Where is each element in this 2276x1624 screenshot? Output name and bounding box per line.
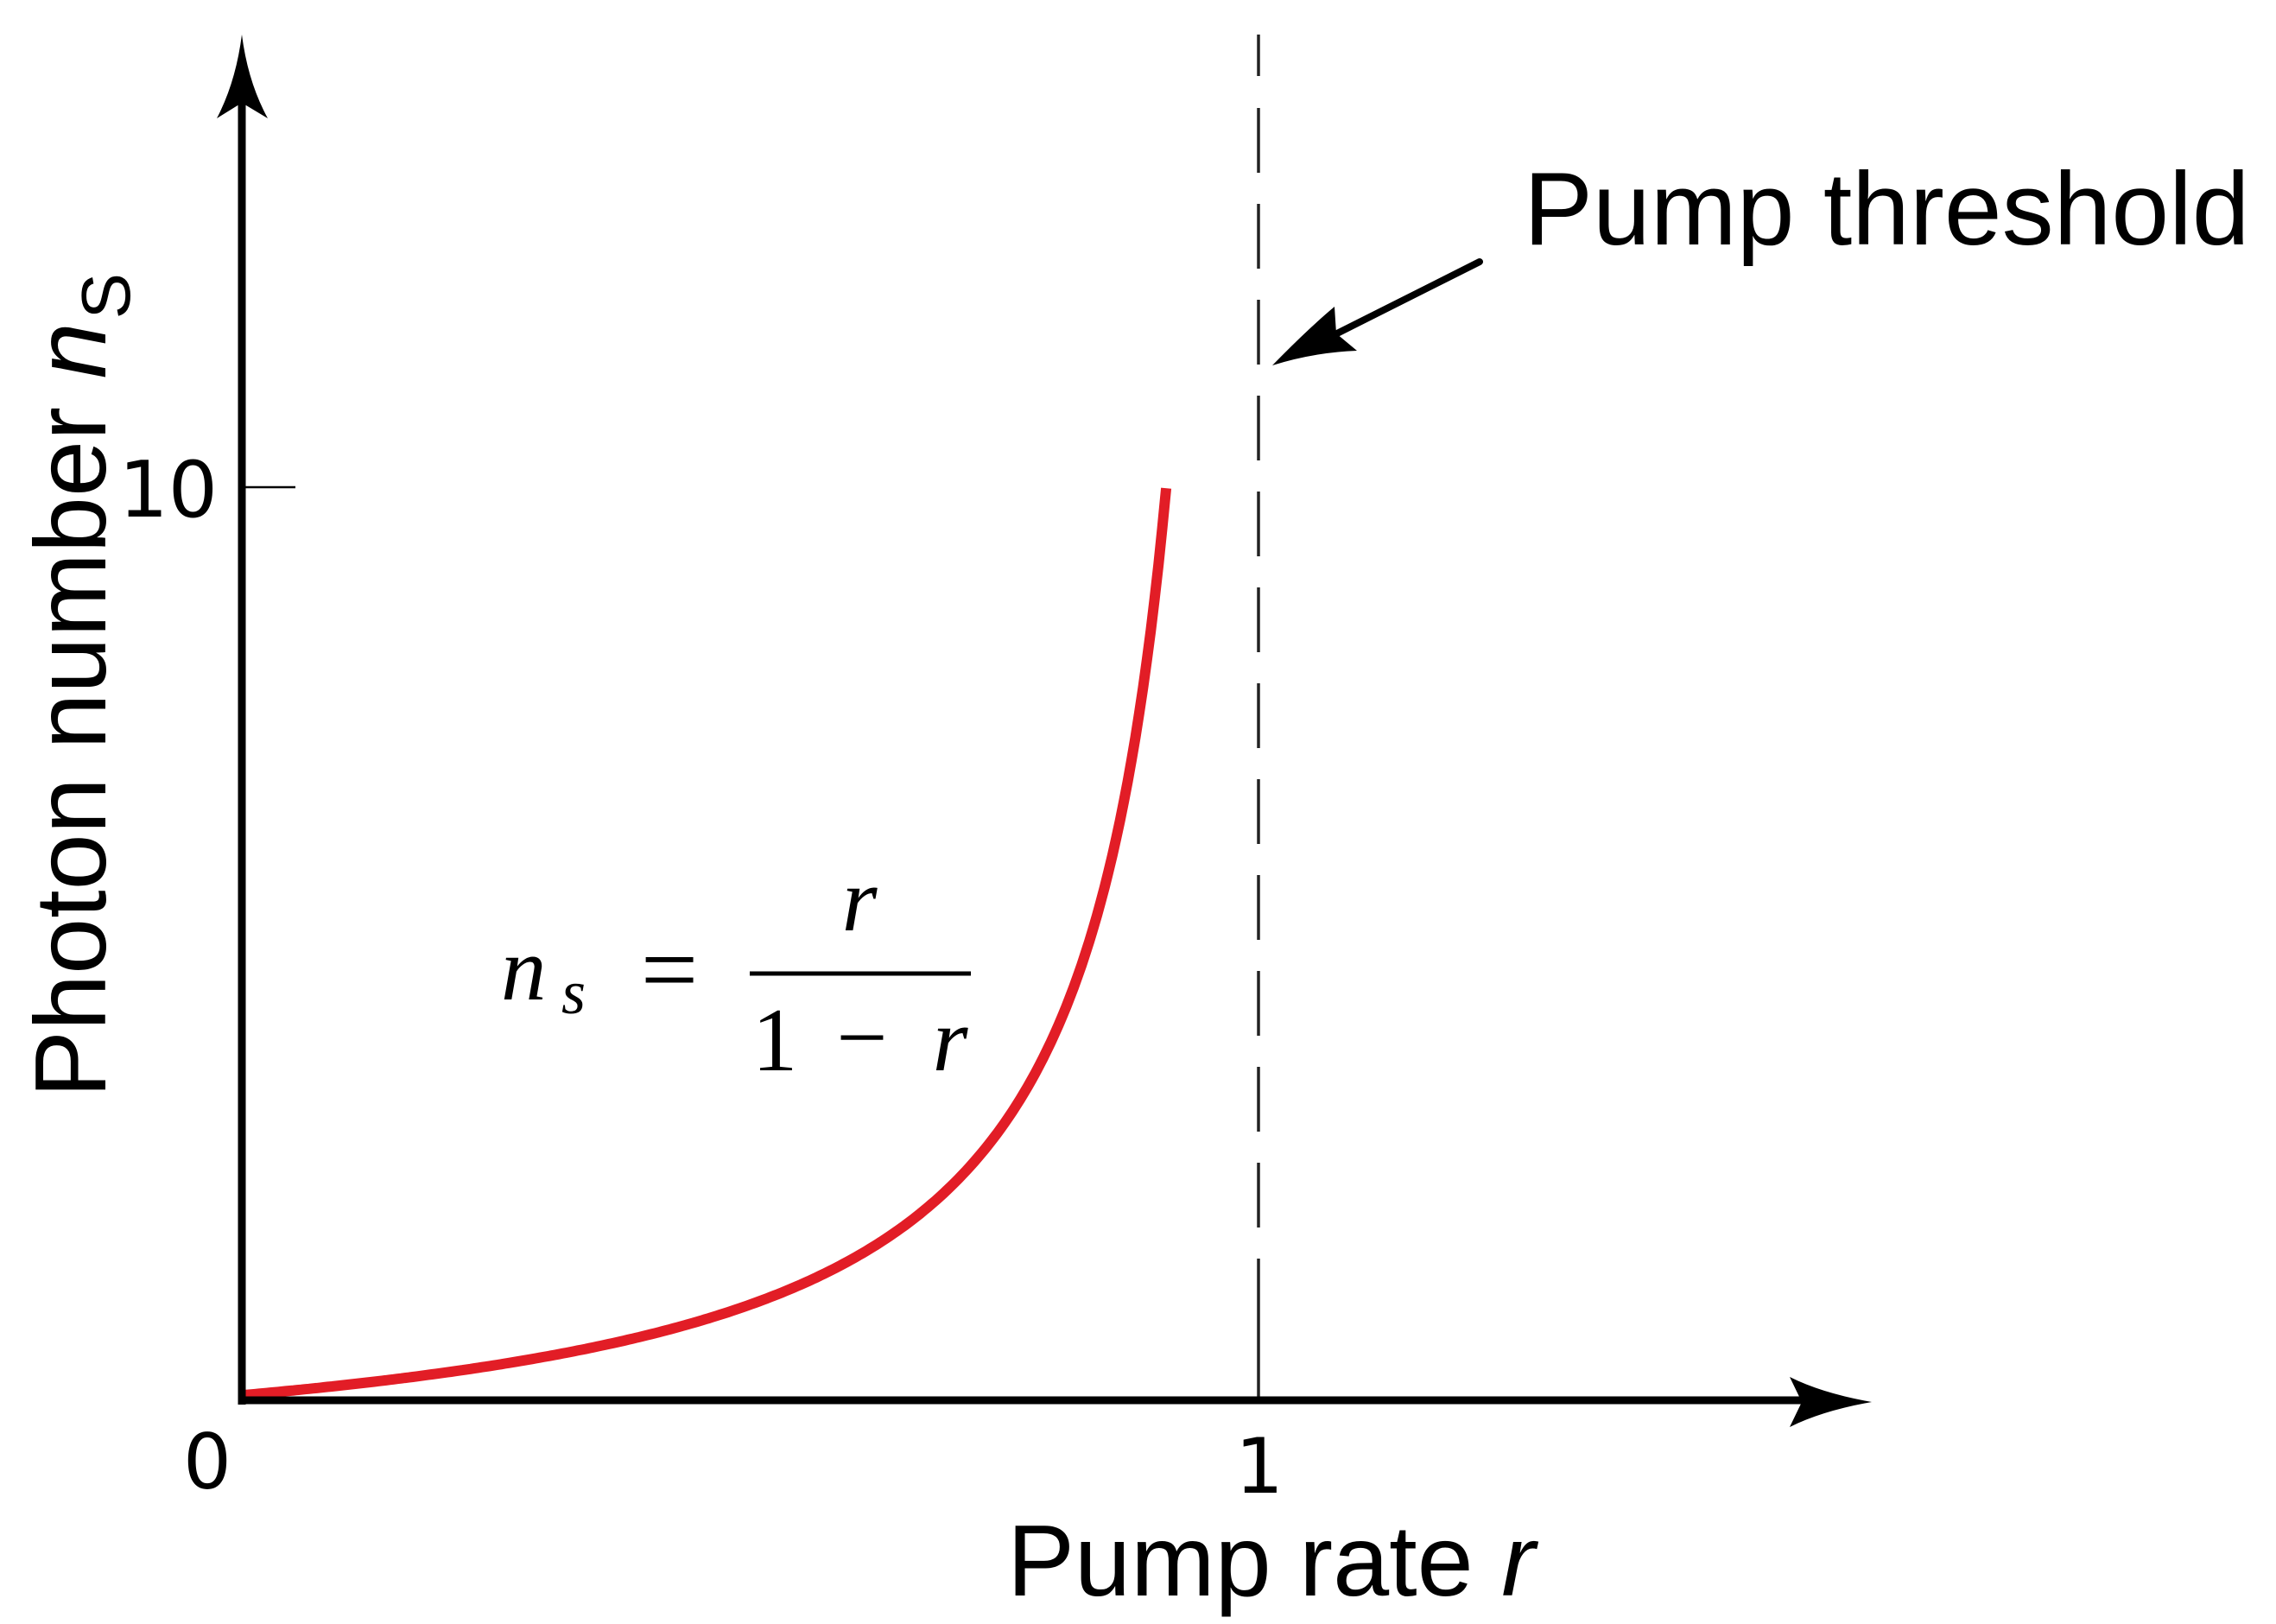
x-axis-label-var: r: [1501, 1504, 1538, 1617]
y-axis-label-text: Photon number: [14, 378, 127, 1098]
equation: n s = r 1 − r: [501, 849, 971, 1090]
y-axis-label-sub: S: [67, 273, 144, 319]
equation-denominator-r: r: [933, 989, 969, 1090]
equation-denominator-one: 1: [752, 989, 798, 1090]
y-axis-arrowhead-icon: [217, 35, 268, 118]
equation-lhs-n: n: [501, 918, 547, 1019]
arrow-left-down-icon: [1272, 307, 1357, 365]
x-axis-arrowhead-icon: [1790, 1377, 1872, 1427]
y-tick-label-10: 10: [118, 445, 218, 536]
x-tick-label-0: 0: [183, 1418, 231, 1507]
threshold-pointer-arrow: [1272, 258, 1483, 365]
equation-denominator-minus: −: [836, 986, 887, 1088]
x-tick-label-1: 1: [1235, 1422, 1284, 1511]
y-axis-label: Photon number nS: [14, 273, 144, 1098]
equation-equals: =: [641, 913, 699, 1026]
x-axis-label-text: Pump rate: [1007, 1504, 1501, 1617]
x-axis: [238, 1377, 1872, 1427]
threshold-label: Pump threshold: [1524, 151, 2249, 267]
equation-numerator: r: [842, 849, 878, 950]
y-axis-label-var: n: [14, 322, 127, 378]
x-axis-label: Pump rate r: [1007, 1504, 1538, 1617]
y-axis: [217, 35, 295, 1405]
curve-ns-vs-r: [243, 487, 1172, 1400]
equation-lhs-sub-s: s: [561, 958, 586, 1027]
